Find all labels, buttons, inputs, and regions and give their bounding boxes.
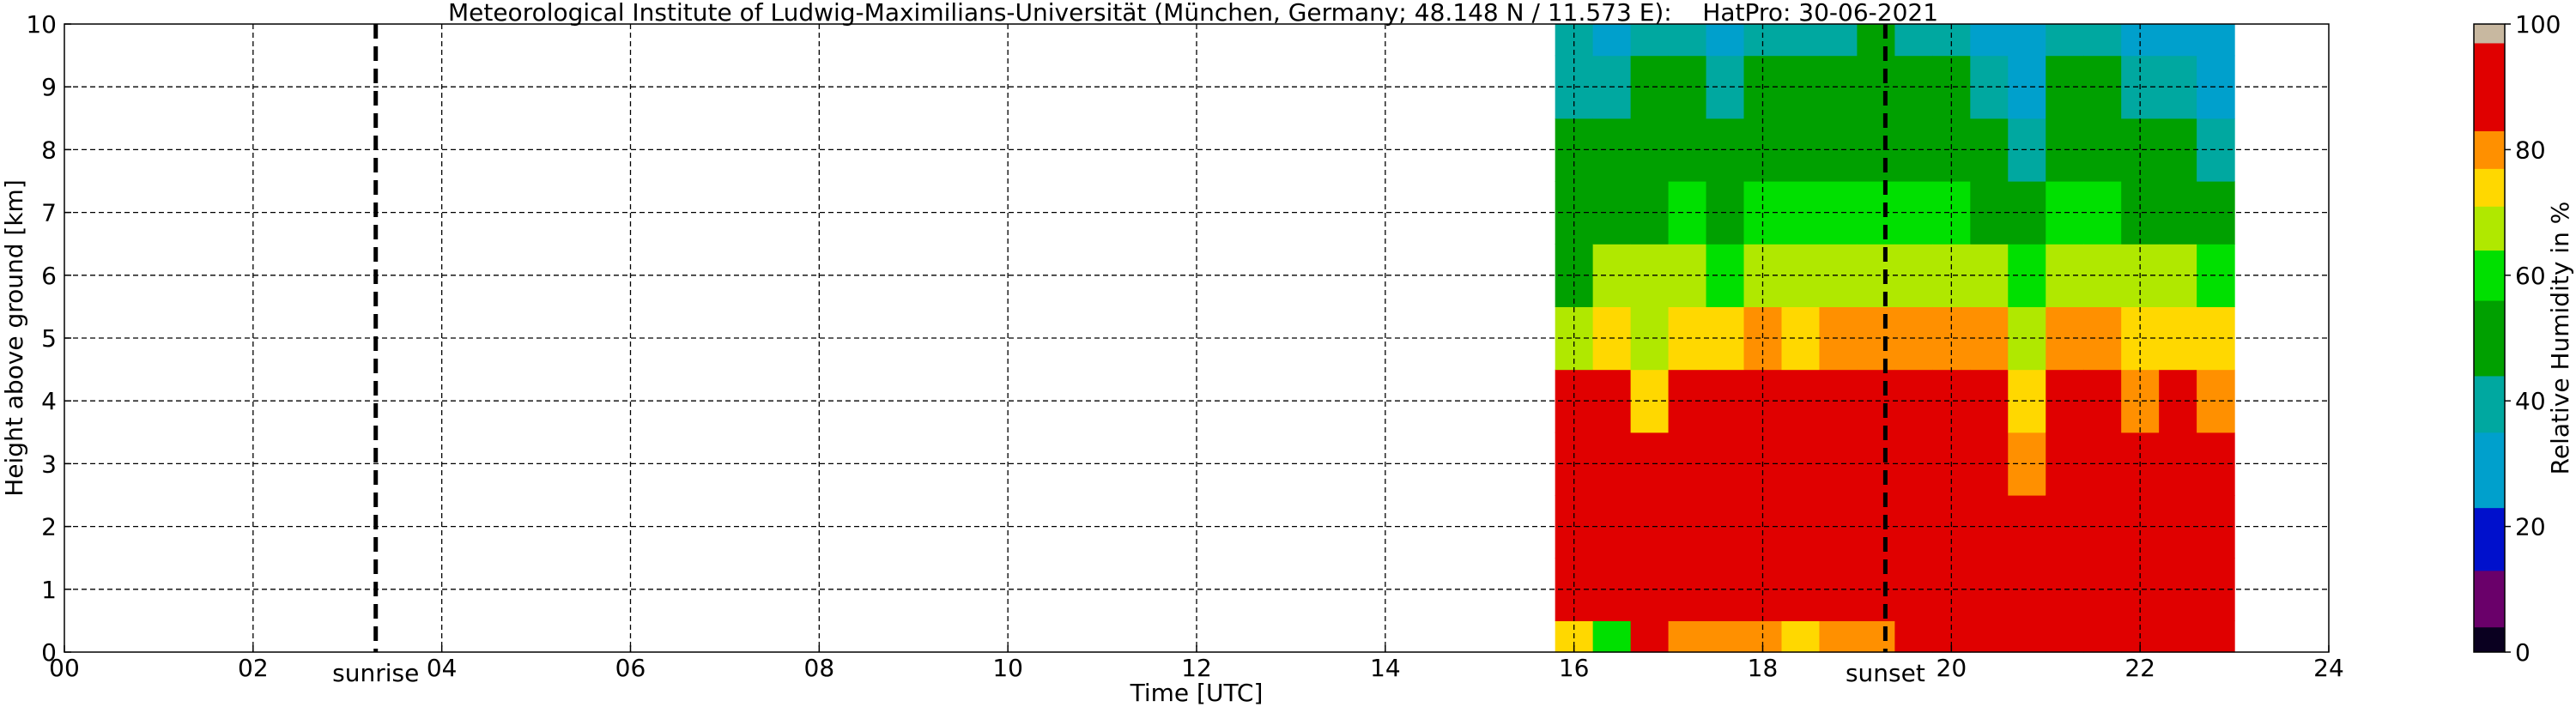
x-tick-label: 00 (49, 654, 80, 682)
y-axis-ticks: 0 1 2 3 4 5 6 7 8 9 10 (26, 10, 71, 667)
colorbar-band (2474, 375, 2505, 433)
y-tick-label: 8 (41, 136, 57, 164)
y-axis-label: Height above ground [km] (0, 179, 28, 497)
colorbar-tick-label: 20 (2515, 513, 2546, 541)
x-tick-label: 24 (2313, 654, 2344, 682)
x-axis-label: Time [UTC] (1130, 679, 1264, 707)
heatmap-cell (1857, 620, 1895, 653)
y-tick-label: 2 (41, 513, 57, 541)
x-tick-label: 20 (1937, 654, 1967, 682)
heatmap-cell (1592, 24, 1632, 57)
y-tick-label: 7 (41, 199, 57, 227)
colorbar-band (2474, 168, 2505, 207)
heatmap-cell (1894, 620, 1933, 653)
sunrise-label: sunrise (332, 659, 419, 687)
y-tick-label: 0 (41, 638, 57, 667)
y-tick-label: 4 (41, 387, 57, 415)
y-tick-label: 10 (26, 10, 57, 39)
colorbar-band (2474, 206, 2505, 251)
heatmap-cell (2159, 24, 2197, 57)
colorbar-tick-label: 100 (2515, 10, 2561, 39)
heatmap-cell (1857, 24, 1895, 57)
x-tick-label: 10 (992, 654, 1023, 682)
colorbar-tick-label: 0 (2515, 638, 2531, 667)
y-tick-label: 1 (41, 576, 57, 604)
x-tick-label: 16 (1559, 654, 1590, 682)
colorbar-band (2474, 250, 2505, 301)
heatmap-cell (1706, 24, 1745, 57)
colorbar-band (2474, 570, 2505, 628)
grid-lines (64, 24, 2329, 652)
colorbar-band (2474, 42, 2505, 131)
y-tick-label: 6 (41, 262, 57, 290)
colorbar-band (2474, 300, 2505, 377)
heatmap-cell (1592, 620, 1632, 653)
colorbar (2473, 23, 2506, 653)
heatmap-cell (1970, 620, 2009, 653)
heatmap-cell (1630, 620, 1670, 653)
x-tick-label: 06 (615, 654, 646, 682)
heatmap-cell (2159, 620, 2197, 653)
colorbar-tick-label: 80 (2515, 136, 2546, 164)
heatmap-cell (1781, 620, 1821, 653)
colorbar-band (2474, 24, 2505, 44)
heatmap-cell (1819, 24, 1858, 57)
x-tick-label: 12 (1181, 654, 1212, 682)
heatmap-cell (1668, 24, 1707, 57)
colorbar-band (2474, 626, 2505, 653)
y-tick-label: 3 (41, 450, 57, 478)
heatmap-cell (1706, 620, 1745, 653)
x-tick-label: 08 (804, 654, 835, 682)
x-tick-label: 18 (1748, 654, 1779, 682)
heatmap-cell (1781, 24, 1821, 57)
colorbar-band (2474, 130, 2505, 169)
heatmap-cell (2046, 620, 2084, 653)
y-tick-label: 9 (41, 73, 57, 101)
heatmap-cell (1970, 24, 2009, 57)
heatmap-cell (2046, 24, 2084, 57)
sunset-label: sunset (1846, 659, 1925, 687)
heatmap-cell (1630, 24, 1670, 57)
heatmap-cell (2197, 24, 2235, 57)
x-tick-label: 14 (1370, 654, 1401, 682)
event-lines: sunrise sunset (332, 24, 1925, 687)
colorbar-tick-label: 60 (2515, 262, 2546, 290)
heatmap-cell (1894, 24, 1933, 57)
x-tick-label: 22 (2124, 654, 2155, 682)
colorbar-tick-label: 40 (2515, 387, 2546, 415)
heatmap-cell (2197, 620, 2235, 653)
colorbar-band (2474, 432, 2505, 509)
colorbar-band (2474, 507, 2505, 571)
y-tick-label: 5 (41, 324, 57, 353)
x-tick-label: 02 (238, 654, 269, 682)
colorbar-label: Relative Humidity in % (2546, 202, 2574, 475)
heatmap-cell (2083, 24, 2122, 57)
heatmap-cell (1668, 620, 1707, 653)
colorbar-ticks: 0 20 40 60 80 100 (2505, 10, 2561, 667)
heatmap-cell (2008, 24, 2046, 57)
x-tick-label: 04 (427, 654, 458, 682)
heatmap-cell (2083, 620, 2122, 653)
colorbar-frame (2473, 23, 2506, 653)
x-axis-ticks: 00 02 04 06 08 10 12 14 16 18 20 22 24 (49, 645, 2344, 682)
heatmap-cell (1819, 620, 1858, 653)
chart-title: Meteorological Institute of Ludwig-Maxim… (448, 0, 1938, 27)
heatmap-cell (2008, 620, 2046, 653)
